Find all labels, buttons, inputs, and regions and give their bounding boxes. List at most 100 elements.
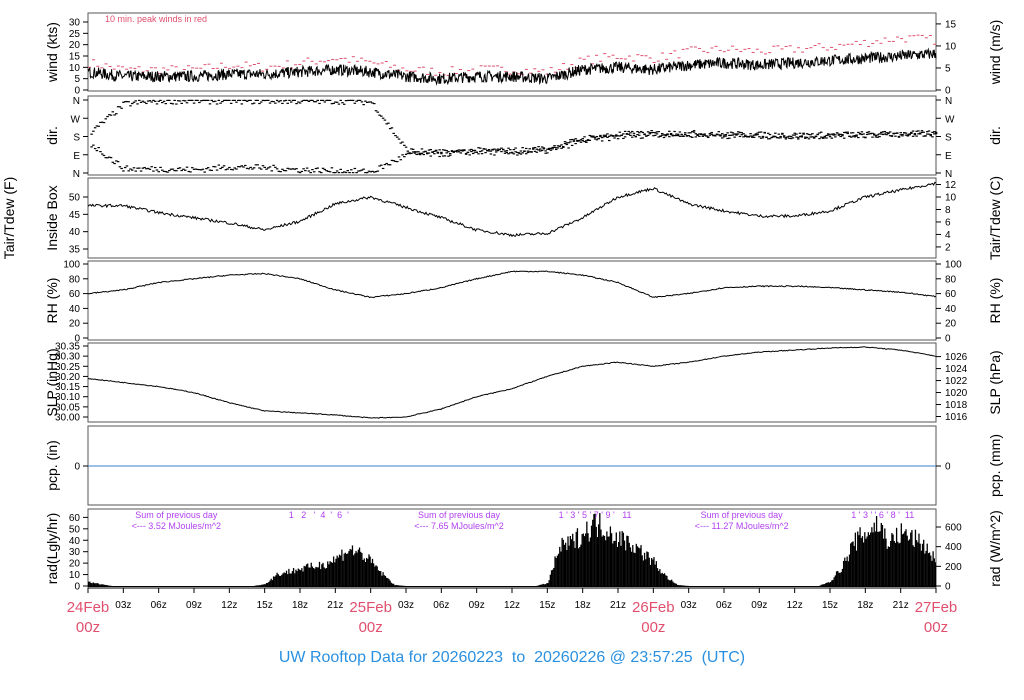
rad-bar bbox=[895, 527, 898, 586]
rad-bar bbox=[606, 531, 608, 586]
rad-bar bbox=[279, 575, 282, 586]
rad-bar bbox=[91, 583, 93, 586]
rad-bar bbox=[883, 538, 885, 586]
rad-hour-marks: 1 ' 3 ' 5 ' 7 ' 9 ' 11 bbox=[559, 510, 632, 520]
rad-bar bbox=[265, 583, 268, 586]
rad-bar bbox=[394, 585, 396, 586]
rad-bar bbox=[370, 562, 372, 586]
rad-bar bbox=[879, 531, 881, 586]
rad-bar bbox=[397, 585, 400, 586]
y-axis-label-slp: SLP (inHg) bbox=[44, 348, 60, 416]
y-tick-label-slp: 30.25 bbox=[55, 362, 80, 373]
rad-bar bbox=[309, 567, 311, 586]
rad-bar bbox=[605, 540, 607, 586]
y-tick-label-wind: 0 bbox=[74, 86, 80, 97]
rad-bar bbox=[928, 552, 931, 586]
rad-bar bbox=[634, 553, 636, 586]
y-tick-label-rh: 40 bbox=[69, 304, 81, 315]
rad-bar bbox=[374, 566, 376, 586]
rad-bar bbox=[318, 561, 321, 586]
rad-bar bbox=[556, 555, 559, 586]
rad-bar bbox=[95, 583, 97, 586]
y-tick-label-slp: 30.00 bbox=[55, 413, 80, 424]
y-tick-label-wind: 5 bbox=[74, 74, 80, 85]
y-tick-label-slp: 30.05 bbox=[55, 402, 80, 413]
rad-bar bbox=[821, 584, 824, 586]
y-axis-label-right-temp: Tair/Tdew (C) bbox=[987, 176, 1003, 260]
rad-bar bbox=[676, 584, 679, 586]
panel-frame-temp bbox=[87, 177, 937, 259]
rad-bar bbox=[257, 585, 259, 586]
rad-bar bbox=[270, 578, 272, 586]
rad-bar bbox=[858, 535, 860, 586]
y-tick-label-slp: 30.10 bbox=[55, 392, 80, 403]
x-tick-label: 18z bbox=[857, 600, 873, 611]
rad-bar bbox=[574, 547, 576, 586]
rad-bar bbox=[878, 531, 880, 586]
rad-bar bbox=[613, 540, 615, 586]
rad-bar bbox=[356, 552, 358, 586]
rad-bar bbox=[88, 581, 90, 586]
x-tick-label: 06z bbox=[151, 600, 167, 611]
rad-bar bbox=[102, 584, 104, 586]
rad-bar bbox=[312, 568, 315, 586]
rad-bar bbox=[275, 575, 277, 586]
rad-bar bbox=[325, 568, 328, 586]
y-tick-label-right-pcp: 0 bbox=[945, 462, 951, 473]
rad-bar bbox=[681, 585, 683, 586]
rad-bar bbox=[661, 572, 663, 586]
rad-bar bbox=[267, 582, 269, 586]
rad-bar bbox=[575, 531, 577, 586]
x-tick-label: 09z bbox=[186, 600, 202, 611]
rad-bar bbox=[355, 550, 357, 586]
rad-bar bbox=[911, 530, 913, 586]
x-day-hour-label: 00z bbox=[924, 619, 948, 636]
rad-bar bbox=[930, 555, 932, 586]
rad-bar bbox=[581, 534, 583, 586]
y-tick-label-rad: 30 bbox=[69, 547, 81, 558]
rad-bar bbox=[622, 532, 625, 586]
rad-bar bbox=[865, 538, 867, 586]
rad-bar bbox=[583, 536, 586, 586]
rad-bar bbox=[550, 570, 553, 586]
rad-bar bbox=[840, 571, 842, 586]
rad-bar bbox=[92, 582, 95, 586]
rad-bar bbox=[857, 531, 859, 586]
rad-bar bbox=[546, 583, 548, 586]
rad-bar bbox=[666, 575, 668, 586]
rad-bar bbox=[291, 571, 294, 586]
rad-bar bbox=[542, 583, 544, 586]
rad-bar bbox=[389, 580, 391, 586]
rad-bar bbox=[837, 570, 839, 586]
y-tick-label-right-temp: 8 bbox=[945, 205, 951, 216]
rad-bar bbox=[898, 543, 900, 586]
rad-bar bbox=[663, 573, 666, 586]
rad-bar bbox=[905, 529, 907, 586]
rad-bar bbox=[540, 584, 542, 586]
rad-hour-marks: 1 ' 3 ' ' 6 ' 8 ' 11 bbox=[851, 510, 914, 520]
rad-bar bbox=[921, 543, 924, 586]
rad-bar bbox=[393, 583, 395, 586]
rad-bar bbox=[641, 555, 643, 586]
rad-bar bbox=[377, 570, 380, 586]
rad-bar bbox=[323, 567, 325, 586]
y-tick-label-right-rh: 0 bbox=[945, 334, 951, 345]
y-tick-label-temp: 35 bbox=[69, 245, 81, 256]
rad-bar bbox=[391, 583, 394, 586]
rad-bar bbox=[859, 527, 861, 586]
rad-bar bbox=[667, 579, 669, 586]
y-tick-label-rad: 10 bbox=[69, 570, 81, 581]
y-tick-label-rad: 60 bbox=[69, 513, 81, 524]
rad-bar bbox=[287, 574, 289, 586]
rad-bar bbox=[268, 581, 270, 586]
rad-bar bbox=[276, 572, 278, 586]
rad-bar bbox=[324, 568, 327, 586]
rad-bar bbox=[320, 569, 322, 586]
rad-bar bbox=[295, 569, 297, 586]
rad-bar bbox=[104, 584, 106, 586]
rad-bar bbox=[673, 582, 675, 586]
y-tick-label-right-rh: 80 bbox=[945, 274, 957, 285]
rad-bar bbox=[341, 549, 343, 586]
rad-bar bbox=[834, 575, 837, 586]
rad-bar bbox=[364, 561, 367, 586]
